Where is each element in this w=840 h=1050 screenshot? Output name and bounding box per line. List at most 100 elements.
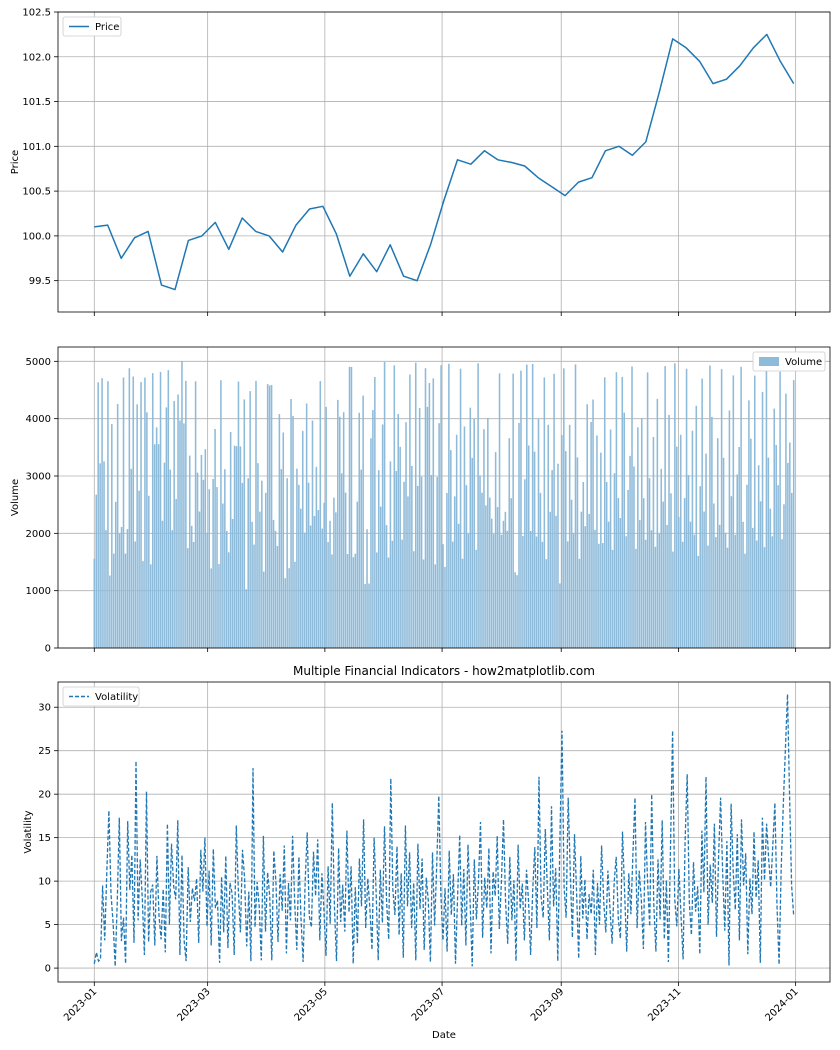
volume-bar (257, 463, 259, 648)
volume-bar (613, 473, 616, 648)
x-tick-label: 2023-05 (293, 986, 330, 1023)
volume-bar (535, 536, 538, 648)
volume-bar (389, 461, 392, 648)
volume-bar (676, 446, 678, 648)
volume-bar (376, 552, 378, 648)
volume-bar (465, 485, 468, 648)
volume-bar (270, 385, 273, 648)
volume-bar (385, 525, 388, 648)
volume-bar (699, 486, 701, 648)
volume-bar (783, 504, 785, 648)
volume-bar (631, 366, 633, 648)
volume-bar (660, 468, 663, 648)
volume-legend: Volume (752, 351, 826, 372)
volume-bar (576, 457, 579, 648)
volatility-axis-label: Volatility (23, 810, 34, 853)
volume-bar (442, 544, 444, 648)
volume-bar (245, 589, 248, 648)
volume-bar (734, 534, 737, 648)
volume-bar (202, 479, 205, 648)
volume-bar (370, 438, 372, 648)
volume-bar (130, 468, 133, 648)
volume-bar (615, 372, 618, 648)
volume-bar (644, 539, 647, 648)
volume-bar (233, 445, 236, 648)
volume-bar (140, 382, 142, 648)
volume-bar (261, 480, 263, 648)
volume-bar (179, 420, 181, 648)
volume-bar (769, 508, 772, 648)
volume-bar (785, 393, 787, 648)
volume-bar (444, 566, 446, 648)
volume-bar (518, 422, 520, 648)
volume-bar (243, 399, 246, 648)
volume-bar (742, 521, 744, 648)
volume-bar (109, 575, 111, 648)
volume-bar (101, 378, 103, 648)
volume-bar (208, 489, 211, 648)
y-tick-label: 10 (38, 877, 51, 888)
y-tick-label: 5 (45, 920, 51, 931)
x-tick-label: 2023-07 (410, 986, 447, 1023)
volume-bar (467, 533, 470, 648)
volume-bar (496, 507, 499, 648)
volume-bar (300, 508, 302, 648)
volume-bar (693, 534, 696, 648)
y-tick-label: 3000 (26, 472, 51, 483)
volume-bar (418, 408, 421, 648)
volume-bar (239, 446, 242, 648)
volume-bar (142, 561, 144, 648)
volume-bar (315, 466, 318, 648)
volume-bar (598, 543, 600, 648)
volume-bar (463, 426, 466, 648)
volume-bar (348, 366, 351, 648)
volume-bar (502, 520, 505, 648)
volume-bar (148, 495, 150, 648)
price-axes-frame (57, 11, 831, 313)
volume-bar (761, 391, 764, 648)
volume-bar (362, 395, 364, 648)
volume-bar (229, 432, 232, 648)
volume-bar (134, 541, 136, 648)
volume-bar (331, 554, 333, 648)
volume-bar (120, 527, 123, 648)
volume-bar (627, 489, 629, 648)
volume-bar (744, 553, 746, 648)
volume-bar (169, 469, 172, 648)
x-tick-label: 2023-03 (175, 986, 212, 1023)
volume-bar (753, 375, 756, 648)
volume-bar (358, 412, 361, 648)
volume-bar (773, 408, 776, 648)
volatility-gridlines (58, 682, 830, 982)
y-tick-label: 2000 (26, 529, 51, 540)
y-tick-label: 102.5 (22, 8, 51, 19)
volume-bar (787, 462, 789, 648)
volume-bar (697, 555, 700, 648)
volatility-line (93, 694, 795, 967)
volume-bar (549, 511, 551, 648)
volume-bar (397, 414, 399, 648)
volume-bar (557, 463, 559, 648)
volume-bar (224, 469, 226, 648)
volume-bar (711, 416, 713, 648)
volume-bar (103, 461, 105, 648)
volume-bar (451, 541, 454, 648)
volume-bar (107, 381, 109, 648)
volume-bar (639, 520, 641, 648)
volume-bar (703, 511, 705, 648)
volume-bar (561, 435, 563, 648)
volume-bar (335, 512, 337, 648)
volume-bar (448, 363, 450, 648)
volume-bar (752, 527, 754, 648)
volume-bar (779, 371, 781, 648)
volume-legend-label: Volume (785, 357, 822, 368)
volume-bar (543, 377, 546, 648)
volume-bar (420, 476, 423, 648)
volume-bar (609, 429, 612, 648)
y-tick-label: 99.5 (29, 276, 51, 287)
volume-bar (494, 452, 497, 648)
volume-bar (138, 490, 140, 648)
volume-bar (716, 438, 719, 648)
volume-bar (736, 474, 738, 648)
volume-bar (555, 515, 557, 648)
